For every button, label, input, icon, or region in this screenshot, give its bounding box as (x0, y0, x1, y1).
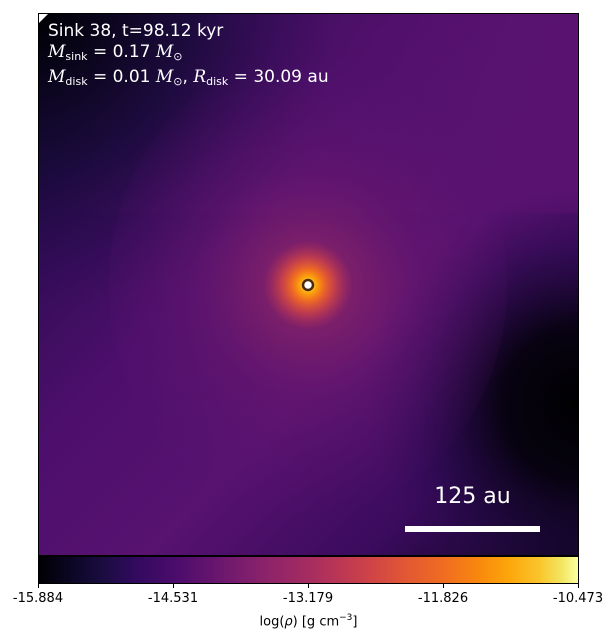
comma: , (182, 67, 194, 87)
scalebar (405, 526, 540, 532)
scalebar-label: 125 au (434, 484, 511, 509)
colorbar-label: log(ρ) [g cm−3] (38, 613, 579, 629)
sink-mass-value: = 0.17 (87, 42, 156, 62)
colorbar-label-prefix: log( (259, 614, 285, 630)
colorbar-tick-label: -15.884 (12, 591, 64, 606)
disk-radius-sub: disk (206, 75, 229, 88)
sink-mass-line: Msink = 0.17 M⊙ (48, 42, 329, 67)
sink-info: Sink 38, t=98.12 kyr Msink = 0.17 M⊙ Mdi… (48, 21, 329, 92)
sink-mass-sub: sink (65, 50, 88, 63)
density-image (39, 14, 578, 555)
solar-mass-symbol: M (155, 42, 174, 62)
disk-mass-value: = 0.01 (87, 67, 156, 87)
density-map-panel: Sink 38, t=98.12 kyr Msink = 0.17 M⊙ Mdi… (38, 13, 579, 556)
disk-mass-symbol: M (48, 67, 66, 87)
colorbar-tick-label: -11.826 (417, 591, 469, 606)
disk-mass-sub: disk (65, 75, 88, 88)
colorbar-tick (308, 584, 309, 588)
disk-line: Mdisk = 0.01 M⊙, Rdisk = 30.09 au (48, 67, 329, 92)
sink-mass-symbol: M (48, 42, 66, 62)
colorbar-tick (173, 584, 174, 588)
colorbar-label-rho: ρ (284, 614, 293, 630)
colorbar-label-suffix: ) [g cm (292, 614, 340, 630)
colorbar-tick-label: -14.531 (147, 591, 199, 606)
disk-solar-symbol: M (155, 67, 174, 87)
colorbar-tick (443, 584, 444, 588)
colorbar-tick (38, 584, 39, 588)
disk-solar-sub: ⊙ (173, 75, 183, 88)
colorbar-tick (578, 584, 579, 588)
solar-mass-sub: ⊙ (173, 50, 183, 63)
disk-radius-symbol: R (193, 67, 207, 87)
colorbar (38, 556, 579, 584)
disk-radius-value: = 30.09 au (228, 67, 329, 87)
sink-title: Sink 38, t=98.12 kyr (48, 21, 224, 41)
sink-particle-marker (301, 278, 315, 292)
colorbar-tick-label: -10.473 (552, 591, 604, 606)
corner-triangle (39, 14, 48, 23)
colorbar-label-exponent: −3 (339, 613, 353, 623)
colorbar-tick-label: -13.179 (282, 591, 334, 606)
colorbar-label-end: ] (352, 614, 358, 630)
